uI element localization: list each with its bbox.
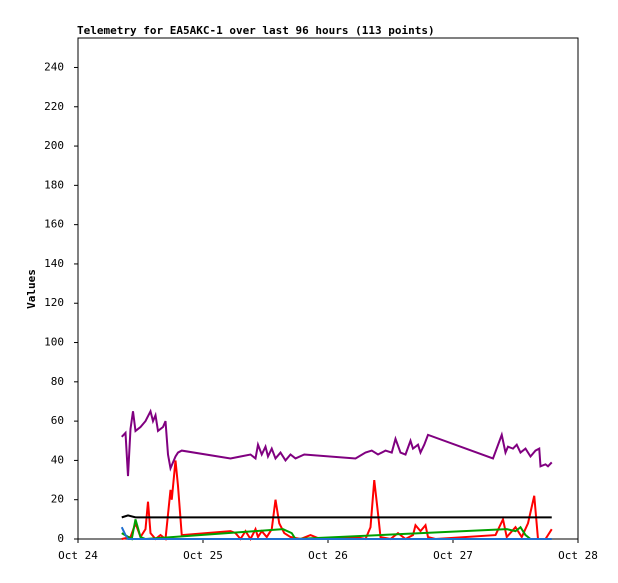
- y-tick-label: 0: [57, 532, 64, 545]
- y-tick-label: 240: [44, 60, 64, 73]
- series-line: [120, 526, 552, 540]
- y-tick-label: 40: [51, 453, 64, 466]
- x-tick-label: Oct 27: [433, 549, 473, 562]
- x-tick-label: Oct 24: [58, 549, 98, 562]
- y-tick-label: 20: [51, 493, 64, 506]
- y-tick-label: 100: [44, 336, 64, 349]
- series-line: [121, 460, 553, 542]
- x-tick-label: Oct 25: [183, 549, 223, 562]
- y-tick-label: 140: [44, 257, 64, 270]
- series-line: [121, 408, 553, 477]
- x-tick-label: Oct 26: [308, 549, 348, 562]
- series-line: [121, 514, 552, 519]
- y-tick-label: 60: [51, 414, 64, 427]
- series-line: [121, 519, 532, 541]
- y-tick-label: 80: [51, 375, 64, 388]
- y-tick-label: 180: [44, 178, 64, 191]
- chart-title: Telemetry for EA5AKC-1 over last 96 hour…: [77, 24, 435, 37]
- plot-frame: [77, 37, 579, 540]
- y-tick-label: 160: [44, 218, 64, 231]
- y-tick-label: 220: [44, 100, 64, 113]
- y-tick-label: 200: [44, 139, 64, 152]
- y-tick-label: 120: [44, 296, 64, 309]
- y-axis-label: Values: [25, 269, 38, 309]
- x-tick-label: Oct 28: [558, 549, 598, 562]
